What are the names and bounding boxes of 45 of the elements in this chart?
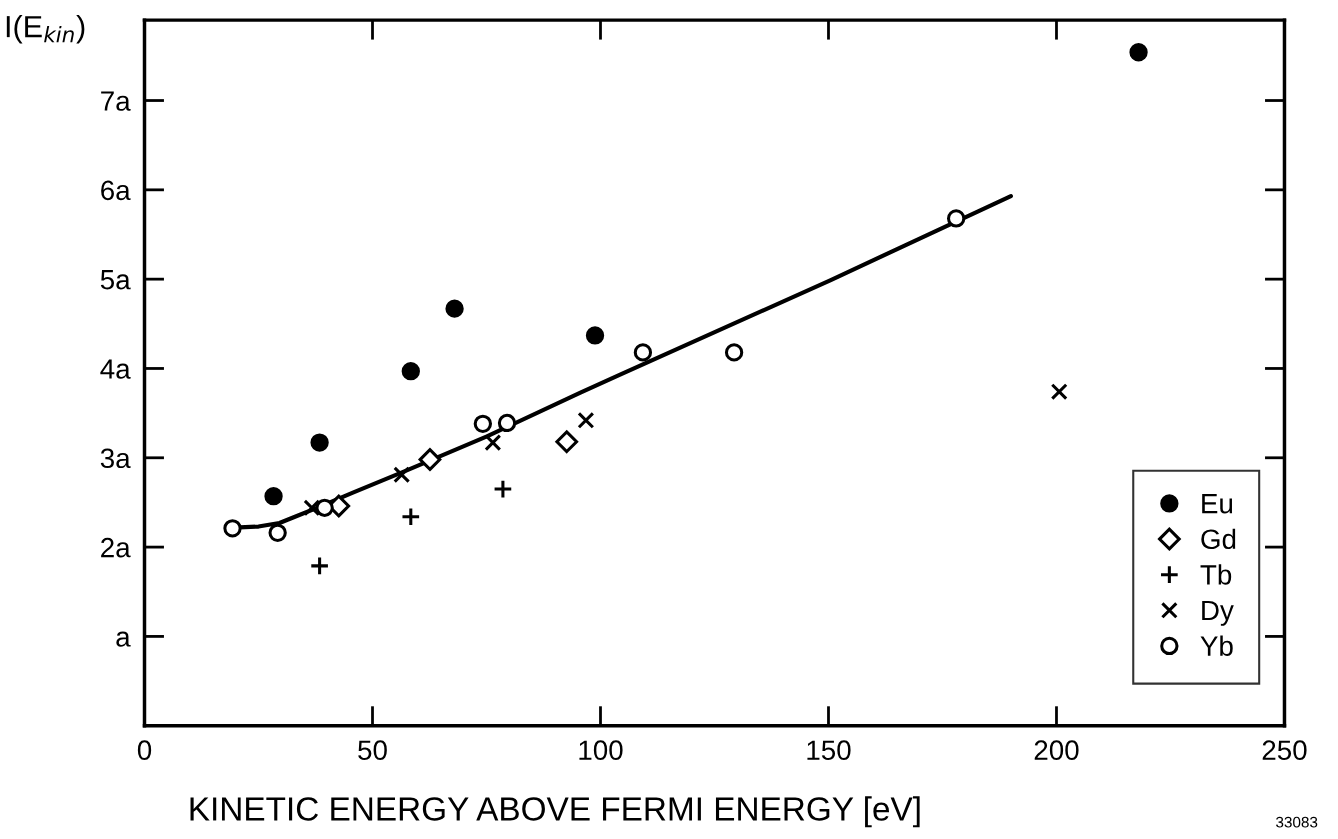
legend-label: Gd [1201,528,1236,550]
point [303,499,321,517]
x-tick-label: 100 [579,740,623,761]
point [473,414,493,434]
y-tick-label: 4a [100,359,131,379]
point [445,299,464,318]
x-tick-label: 0 [137,740,152,761]
y-tick-label: 6a [101,180,131,201]
point [493,479,513,499]
point [268,523,287,542]
y-tick-label: 2a [101,537,131,558]
y-tick-label: a [116,631,131,647]
point [497,413,517,433]
point [223,519,242,538]
legend-label: Eu [1202,494,1233,514]
x-tick-label: 200 [1034,740,1079,761]
point [400,506,421,527]
legend-label: Tb [1200,564,1232,585]
y-tick-label: 3a [100,448,131,469]
x-tick-label: 250 [1262,740,1307,761]
y-tick-label: 7a [101,91,131,111]
point [947,209,966,228]
y-tick-label: 5a [100,270,131,290]
point [315,498,334,517]
x-tick-label: 150 [807,740,851,761]
point [484,434,502,452]
point [393,466,411,484]
y-axis-title: I(E$_{kin}$) [6,15,85,44]
point [585,326,605,345]
point [724,343,744,362]
point [1050,383,1068,401]
text: 33083 [1276,816,1318,828]
point [310,433,329,452]
x-tick-label: 50 [358,740,387,761]
legend-label: Dy [1202,600,1234,626]
point [309,555,330,576]
point [555,430,579,454]
point [633,343,653,362]
legend-label: Yb [1200,635,1233,656]
point [418,448,442,471]
point [401,361,420,381]
x-axis-title: KINETIC ENERGY ABOVE FERMI ENERGY [eV] [190,796,920,828]
point [577,411,595,429]
point [1129,43,1148,62]
point [264,487,283,506]
